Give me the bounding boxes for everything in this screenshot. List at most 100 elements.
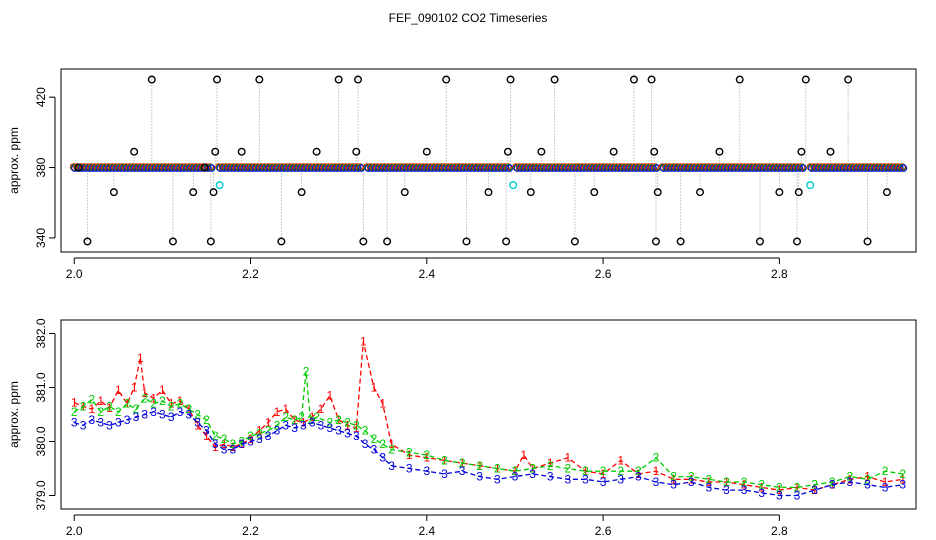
- series-marker-1: 1: [106, 401, 113, 415]
- series-marker-1: 1: [168, 397, 175, 411]
- series-marker-3: 3: [794, 489, 801, 503]
- x-tick-label-bottom: 2.4: [418, 524, 435, 538]
- y-axis-bottom: 379.0 380.0 381.0 382.0: [34, 318, 56, 511]
- series-marker-3: 3: [212, 437, 219, 451]
- series-marker-2: 2: [168, 399, 175, 413]
- outlier-point: [590, 188, 599, 197]
- x-tick-label-top: 2.0: [66, 267, 83, 281]
- outlier-point: [211, 147, 220, 156]
- series-marker-3: 3: [776, 489, 783, 503]
- outlier-point: [442, 75, 451, 84]
- series-marker-3: 3: [221, 443, 228, 457]
- series-co2-raw: [69, 75, 908, 246]
- series-marker-3: 3: [353, 429, 360, 443]
- outlier-point: [696, 188, 705, 197]
- series-marker-1: 1: [794, 480, 801, 494]
- series-marker-2: 2: [794, 480, 801, 494]
- series-marker-1: 1: [203, 429, 210, 443]
- series-marker-1: 1: [582, 464, 589, 478]
- series-marker-3: 3: [459, 464, 466, 478]
- series-marker-1: 1: [97, 394, 104, 408]
- y-axis-label-bottom: approx. ppm: [7, 381, 21, 448]
- series-marker-2: 2: [494, 462, 501, 476]
- series-2: 2 222 2 22 22 2 2 2 2 2 2 22 2 2 2 2 2 2 22 2 222 2 2 2 2 2 22 2 2 2 2…: [71, 364, 907, 494]
- series-marker-1: 1: [344, 418, 351, 432]
- series-marker-2: 2: [670, 470, 677, 484]
- series-marker-1: 1: [256, 424, 263, 438]
- outlier-point: [109, 188, 118, 197]
- series-marker-2: 2: [864, 472, 871, 486]
- outlier-point: [550, 75, 559, 84]
- series-marker-1: 1: [758, 480, 765, 494]
- series-marker-3: 3: [882, 480, 889, 494]
- series-marker-2: 2: [776, 480, 783, 494]
- outlier-point: [462, 237, 471, 246]
- series-marker-1: 1: [388, 437, 395, 451]
- series-marker-3: 3: [291, 421, 298, 435]
- series-marker-3: 3: [582, 472, 589, 486]
- cyan-point: [509, 181, 518, 190]
- series-marker-1: 1: [600, 467, 607, 481]
- series-marker-3: 3: [371, 443, 378, 457]
- series-marker-3: 3: [238, 437, 245, 451]
- series-marker-1: 1: [371, 381, 378, 395]
- series-marker-1: 1: [617, 453, 624, 467]
- x-axis-top: 2.0 2.2 2.4 2.6 2.8: [66, 257, 788, 281]
- series-marker-2: 2: [203, 413, 210, 427]
- x-tick-label-top: 2.6: [595, 267, 612, 281]
- series-marker-3: 3: [899, 478, 906, 492]
- series-marker-3: 3: [847, 475, 854, 489]
- series-marker-1: 1: [282, 402, 289, 416]
- outlier-point: [863, 237, 872, 246]
- series-marker-3: 3: [600, 475, 607, 489]
- series-marker-2: 2: [303, 364, 310, 378]
- series-marker-3: 3: [423, 464, 430, 478]
- series-marker-2: 2: [124, 397, 131, 411]
- series-marker-2: 2: [362, 424, 369, 438]
- outlier-point: [213, 75, 222, 84]
- series-marker-3: 3: [80, 418, 87, 432]
- series-marker-1: 1: [360, 335, 367, 349]
- cyan-point: [215, 181, 224, 190]
- series-marker-1: 1: [882, 475, 889, 489]
- series-marker-2: 2: [177, 397, 184, 411]
- outlier-point: [297, 188, 306, 197]
- outlier-point: [147, 75, 156, 84]
- x-tick-label-bottom: 2.8: [771, 524, 788, 538]
- series-marker-3: 3: [97, 416, 104, 430]
- series-marker-3: 3: [476, 470, 483, 484]
- series-marker-3: 3: [335, 424, 342, 438]
- outlier-point: [74, 163, 83, 172]
- x-tick-label-top: 2.8: [771, 267, 788, 281]
- outlier-point: [844, 75, 853, 84]
- series-marker-3: 3: [494, 472, 501, 486]
- series-marker-2: 2: [635, 464, 642, 478]
- series-marker-3: 3: [115, 416, 122, 430]
- series-line-2: [73, 371, 903, 489]
- series-marker-2: 2: [221, 432, 228, 446]
- series-marker-3: 3: [344, 426, 351, 440]
- series-marker-1: 1: [670, 472, 677, 486]
- series-marker-3: 3: [265, 429, 272, 443]
- outlier-point: [801, 75, 810, 84]
- series-marker-3: 3: [203, 424, 210, 438]
- outlier-point: [653, 188, 662, 197]
- series-marker-1: 1: [238, 437, 245, 451]
- series-marker-2: 2: [688, 470, 695, 484]
- series-marker-1: 1: [864, 470, 871, 484]
- series-marker-1: 1: [291, 413, 298, 427]
- series-marker-3: 3: [309, 416, 316, 430]
- series-marker-2: 2: [80, 399, 87, 413]
- series-marker-3: 3: [247, 435, 254, 449]
- series-marker-1: 1: [71, 396, 78, 410]
- series-marker-2: 2: [344, 416, 351, 430]
- outlier-point: [629, 75, 638, 84]
- series-marker-2: 2: [194, 408, 201, 422]
- series-marker-3: 3: [141, 408, 148, 422]
- series-marker-1: 1: [212, 440, 219, 454]
- series-marker-1: 1: [221, 437, 228, 451]
- series-marker-3: 3: [706, 480, 713, 494]
- series-marker-3: 3: [256, 432, 263, 446]
